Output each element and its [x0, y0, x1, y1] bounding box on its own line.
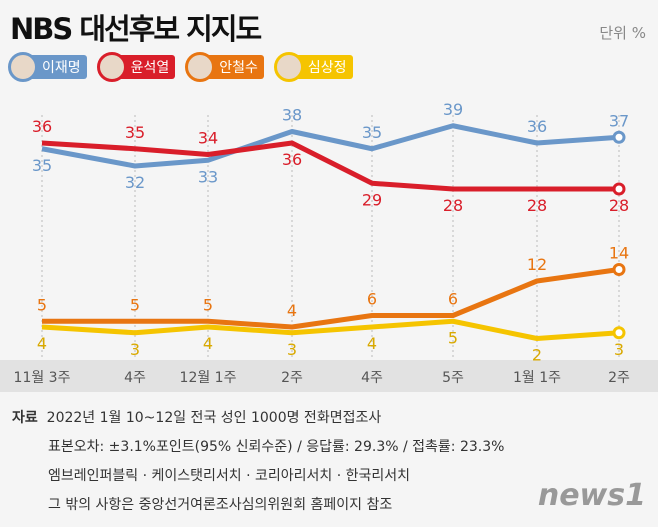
data-label: 37: [609, 111, 629, 130]
data-label: 36: [32, 117, 52, 136]
avatar: [185, 52, 216, 82]
unit-label: 단위 %: [599, 24, 646, 42]
legend-item: 심상정: [273, 52, 353, 82]
legend-item: 안철수: [185, 52, 264, 82]
data-label: 4: [367, 334, 377, 353]
source-label: 자료: [12, 410, 38, 426]
x-axis-band: [0, 360, 658, 392]
legend-label: 윤석열: [116, 55, 176, 79]
data-point: [612, 182, 626, 196]
news1-logo: news1: [537, 478, 646, 513]
data-point: [612, 263, 626, 276]
data-label: 35: [362, 123, 382, 142]
notes: 자료 2022년 1월 10~12일 전국 성인 1000명 전화면접조사 표본…: [12, 404, 504, 520]
data-label: 39: [443, 100, 463, 119]
x-tick-label: 4주: [361, 370, 383, 386]
data-label: 5: [203, 295, 213, 314]
data-label: 5: [37, 295, 47, 314]
data-label: 14: [609, 244, 629, 263]
data-label: 35: [125, 123, 145, 142]
series-line: [41, 318, 620, 341]
x-tick-label: 1월 1주: [513, 370, 561, 386]
data-label: 6: [367, 290, 377, 309]
data-label: 4: [203, 334, 213, 353]
legend-item: 이재명: [8, 52, 87, 82]
note-line: 엠브레인퍼블릭 · 케이스탯리서치 · 코리아리서치 · 한국리서치: [48, 468, 411, 484]
x-tick-label: 12월 1주: [180, 370, 237, 386]
x-tick-label: 5주: [442, 370, 464, 386]
note-line: 그 밖의 사항은 중앙선거여론조사심의위원회 홈페이지 참조: [48, 497, 393, 513]
data-label: 3: [287, 340, 297, 359]
data-label: 36: [282, 150, 302, 169]
x-tick-label: 2주: [608, 370, 630, 386]
x-tick-label: 4주: [124, 370, 146, 386]
series-line: [41, 123, 620, 169]
chart-title: NBS 대선후보 지지도: [10, 12, 262, 46]
data-point: [612, 130, 626, 144]
data-label: 5: [448, 328, 458, 347]
data-label: 28: [527, 196, 547, 215]
note-line: 2022년 1월 10~12일 전국 성인 1000명 전화면접조사: [46, 410, 382, 426]
data-label: 12: [527, 255, 547, 274]
legend-label: 안철수: [205, 55, 264, 79]
data-label: 3: [614, 340, 624, 359]
legend-label: 이재명: [28, 55, 87, 79]
series-line: [42, 267, 620, 330]
data-label: 4: [287, 301, 297, 320]
data-label: 6: [448, 290, 458, 309]
data-label: 28: [609, 196, 629, 215]
data-label: 28: [443, 196, 463, 215]
data-label: 38: [282, 106, 302, 125]
x-tick-label: 11월 3주: [14, 370, 71, 386]
data-label: 5: [130, 295, 140, 314]
data-label: 35: [32, 156, 52, 175]
avatar: [96, 52, 127, 82]
data-label: 4: [37, 334, 47, 353]
legend: 이재명 윤석열 안철수 심상정: [8, 52, 353, 82]
data-label: 32: [125, 173, 145, 192]
data-label: 3: [130, 340, 140, 359]
data-label: 34: [198, 129, 218, 148]
data-label: 33: [198, 167, 218, 186]
data-label: 36: [527, 117, 547, 136]
data-label: 29: [362, 190, 382, 209]
data-label: 2: [532, 346, 542, 365]
avatar: [273, 52, 304, 82]
legend-item: 윤석열: [96, 52, 176, 82]
note-line: 표본오차: ±3.1%포인트(95% 신뢰수준) / 응답률: 29.3% / …: [48, 439, 505, 455]
avatar: [8, 52, 38, 82]
x-tick-label: 2주: [281, 370, 303, 386]
series-line: [41, 140, 619, 192]
data-point: [612, 326, 626, 340]
